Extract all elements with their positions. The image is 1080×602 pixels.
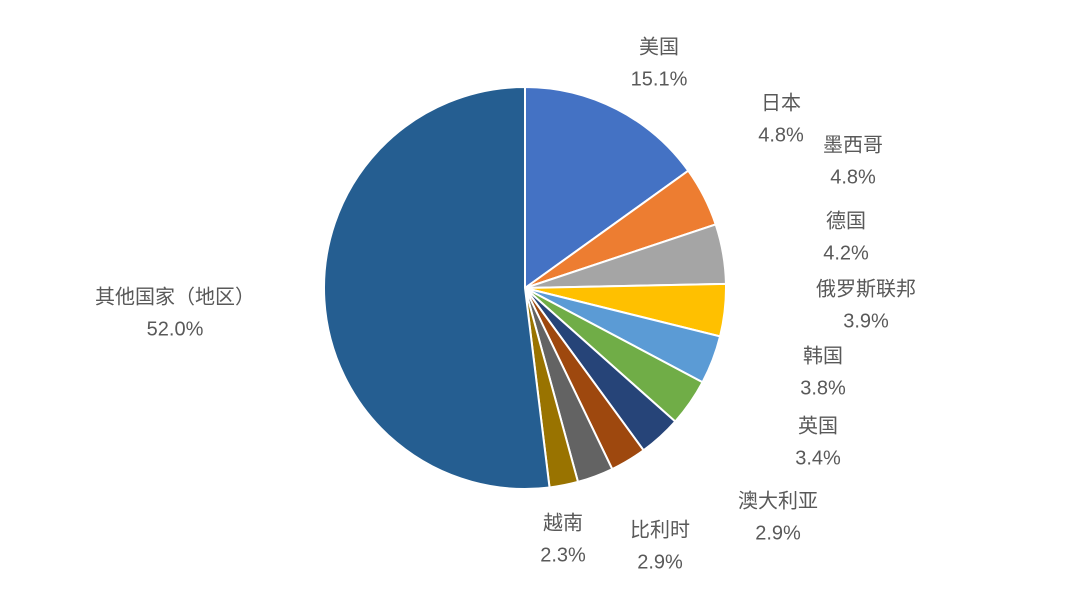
value-label: 52.0% [147,318,204,340]
slice-label: 澳大利亚 [738,489,818,512]
slice-label: 其他国家（地区） [95,285,255,308]
value-label: 3.9% [843,310,889,332]
slice-label: 俄罗斯联邦 [816,277,916,300]
value-label: 2.9% [637,551,683,573]
slice-label: 韩国 [803,344,843,367]
pie-slice [524,85,690,290]
slice-label: 英国 [798,414,838,437]
slice-label: 比利时 [630,518,690,541]
value-label: 4.8% [758,124,804,146]
slice-label: 德国 [826,209,866,232]
value-label: 4.8% [830,166,876,188]
value-label: 3.4% [795,447,841,469]
value-label: 2.3% [540,544,586,566]
slice-label: 日本 [761,91,801,114]
value-label: 3.8% [800,377,846,399]
slice-label: 墨西哥 [823,134,883,156]
value-label: 2.9% [755,522,801,544]
value-label: 15.1% [631,68,688,90]
value-label: 4.2% [823,242,869,264]
slice-label: 越南 [543,511,583,534]
pie-slice [322,85,551,490]
slice-label: 美国 [639,35,679,58]
